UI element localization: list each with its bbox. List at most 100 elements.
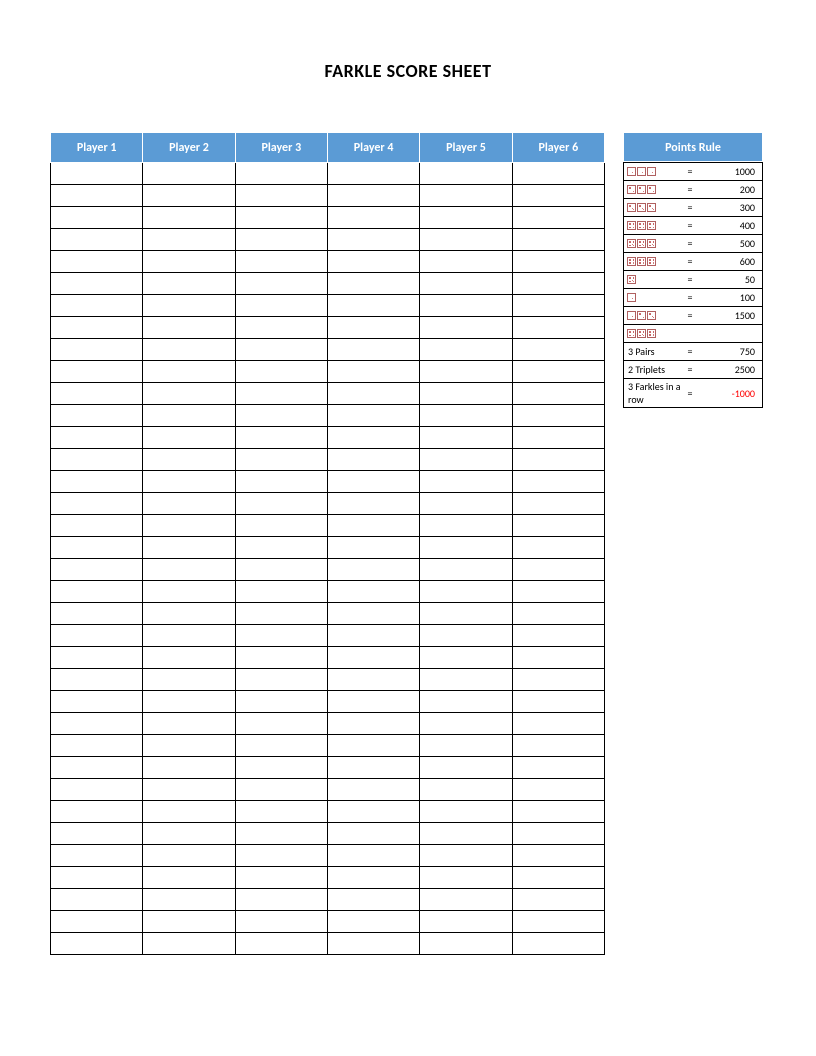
score-cell[interactable] [143, 735, 235, 757]
score-cell[interactable] [327, 559, 419, 581]
score-cell[interactable] [420, 273, 512, 295]
score-cell[interactable] [512, 537, 604, 559]
score-cell[interactable] [235, 911, 327, 933]
score-cell[interactable] [327, 537, 419, 559]
score-cell[interactable] [51, 163, 143, 185]
score-cell[interactable] [235, 163, 327, 185]
score-cell[interactable] [51, 889, 143, 911]
score-cell[interactable] [235, 691, 327, 713]
score-cell[interactable] [51, 779, 143, 801]
score-cell[interactable] [143, 229, 235, 251]
score-cell[interactable] [143, 581, 235, 603]
score-cell[interactable] [512, 647, 604, 669]
score-cell[interactable] [51, 669, 143, 691]
score-cell[interactable] [327, 295, 419, 317]
score-cell[interactable] [235, 801, 327, 823]
score-cell[interactable] [512, 911, 604, 933]
score-cell[interactable] [512, 295, 604, 317]
score-cell[interactable] [420, 471, 512, 493]
score-cell[interactable] [327, 779, 419, 801]
score-cell[interactable] [420, 801, 512, 823]
score-cell[interactable] [420, 163, 512, 185]
score-cell[interactable] [143, 603, 235, 625]
score-cell[interactable] [235, 933, 327, 955]
score-cell[interactable] [143, 889, 235, 911]
score-cell[interactable] [420, 449, 512, 471]
score-cell[interactable] [51, 559, 143, 581]
score-cell[interactable] [327, 823, 419, 845]
score-cell[interactable] [420, 603, 512, 625]
score-cell[interactable] [420, 713, 512, 735]
score-cell[interactable] [512, 713, 604, 735]
score-cell[interactable] [420, 493, 512, 515]
score-cell[interactable] [512, 889, 604, 911]
score-cell[interactable] [327, 911, 419, 933]
score-cell[interactable] [235, 757, 327, 779]
score-cell[interactable] [327, 625, 419, 647]
score-cell[interactable] [512, 559, 604, 581]
score-cell[interactable] [327, 493, 419, 515]
score-cell[interactable] [143, 449, 235, 471]
score-cell[interactable] [512, 691, 604, 713]
score-cell[interactable] [512, 493, 604, 515]
score-cell[interactable] [51, 845, 143, 867]
score-cell[interactable] [327, 735, 419, 757]
score-cell[interactable] [327, 361, 419, 383]
score-cell[interactable] [143, 207, 235, 229]
score-cell[interactable] [512, 207, 604, 229]
score-cell[interactable] [327, 317, 419, 339]
score-cell[interactable] [235, 823, 327, 845]
score-cell[interactable] [420, 559, 512, 581]
score-cell[interactable] [420, 757, 512, 779]
score-cell[interactable] [51, 647, 143, 669]
score-cell[interactable] [327, 515, 419, 537]
score-cell[interactable] [51, 911, 143, 933]
score-cell[interactable] [143, 251, 235, 273]
score-cell[interactable] [420, 295, 512, 317]
score-cell[interactable] [51, 867, 143, 889]
score-cell[interactable] [51, 273, 143, 295]
score-cell[interactable] [143, 647, 235, 669]
score-cell[interactable] [327, 427, 419, 449]
score-cell[interactable] [143, 515, 235, 537]
score-cell[interactable] [327, 581, 419, 603]
score-cell[interactable] [327, 405, 419, 427]
score-cell[interactable] [51, 185, 143, 207]
score-cell[interactable] [143, 273, 235, 295]
score-cell[interactable] [512, 251, 604, 273]
score-cell[interactable] [420, 229, 512, 251]
score-cell[interactable] [143, 845, 235, 867]
score-cell[interactable] [143, 669, 235, 691]
score-cell[interactable] [51, 537, 143, 559]
score-cell[interactable] [512, 405, 604, 427]
score-cell[interactable] [235, 207, 327, 229]
score-cell[interactable] [327, 867, 419, 889]
score-cell[interactable] [420, 779, 512, 801]
score-cell[interactable] [420, 625, 512, 647]
score-cell[interactable] [51, 757, 143, 779]
score-cell[interactable] [512, 515, 604, 537]
score-cell[interactable] [512, 625, 604, 647]
score-cell[interactable] [420, 933, 512, 955]
score-cell[interactable] [235, 185, 327, 207]
score-cell[interactable] [51, 801, 143, 823]
score-cell[interactable] [51, 317, 143, 339]
score-cell[interactable] [327, 273, 419, 295]
score-cell[interactable] [143, 625, 235, 647]
score-cell[interactable] [420, 669, 512, 691]
score-cell[interactable] [420, 735, 512, 757]
score-cell[interactable] [235, 317, 327, 339]
score-cell[interactable] [51, 713, 143, 735]
score-cell[interactable] [143, 713, 235, 735]
score-cell[interactable] [512, 757, 604, 779]
score-cell[interactable] [235, 713, 327, 735]
score-cell[interactable] [51, 449, 143, 471]
score-cell[interactable] [420, 581, 512, 603]
score-cell[interactable] [512, 185, 604, 207]
score-cell[interactable] [420, 647, 512, 669]
score-cell[interactable] [235, 471, 327, 493]
score-cell[interactable] [327, 669, 419, 691]
score-cell[interactable] [51, 361, 143, 383]
score-cell[interactable] [235, 449, 327, 471]
score-cell[interactable] [327, 449, 419, 471]
